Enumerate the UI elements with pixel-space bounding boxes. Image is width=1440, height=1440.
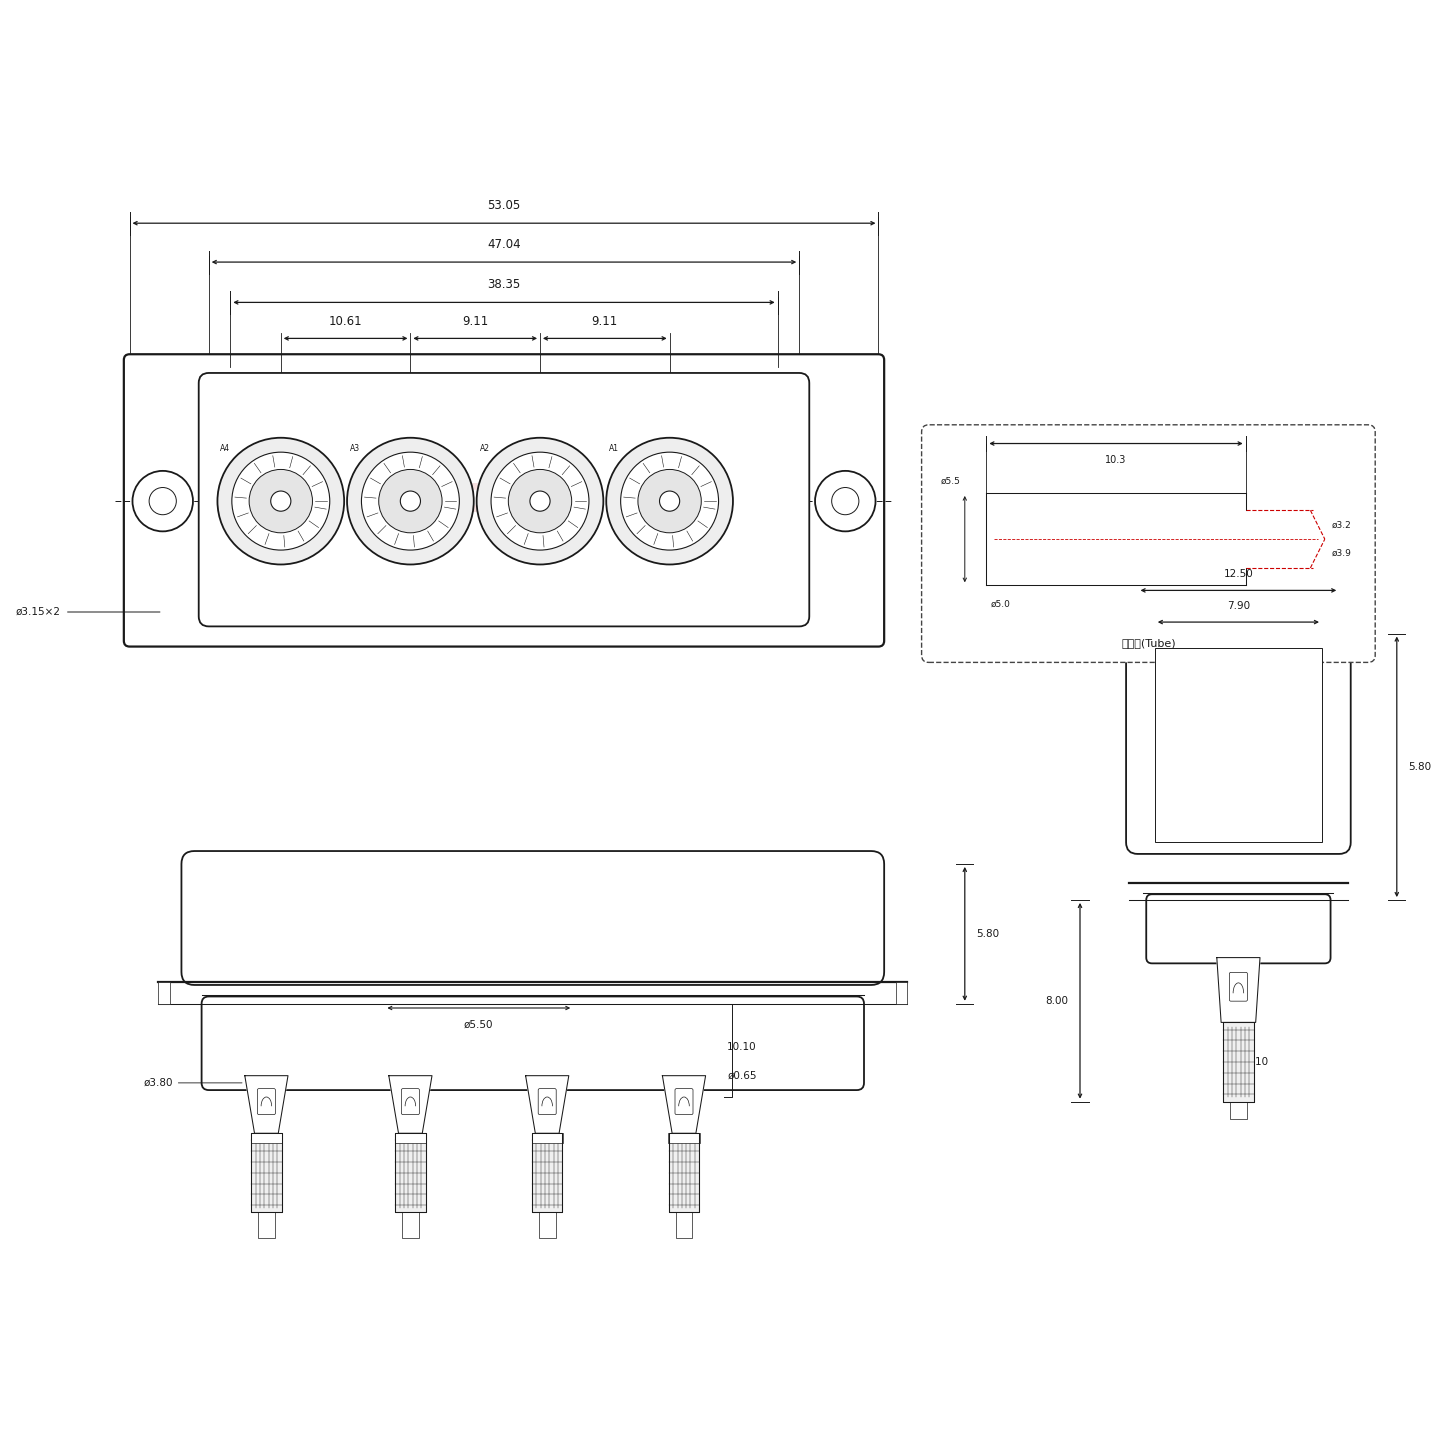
Circle shape — [271, 491, 291, 511]
Polygon shape — [526, 1076, 569, 1133]
Circle shape — [508, 469, 572, 533]
Text: A1: A1 — [609, 444, 619, 452]
Bar — [252, 1133, 282, 1212]
FancyBboxPatch shape — [539, 1089, 556, 1115]
Bar — [395, 1133, 426, 1212]
Text: 5.80: 5.80 — [976, 929, 999, 939]
Text: ø5.0: ø5.0 — [991, 599, 1011, 609]
Bar — [1230, 1102, 1247, 1119]
Bar — [252, 1133, 282, 1212]
Bar — [675, 1212, 693, 1238]
FancyBboxPatch shape — [402, 1089, 419, 1115]
Bar — [531, 1133, 562, 1212]
FancyBboxPatch shape — [675, 1089, 693, 1115]
Text: ø0.65: ø0.65 — [727, 1071, 756, 1080]
Circle shape — [400, 491, 420, 511]
Text: ø5.50: ø5.50 — [464, 1020, 494, 1030]
Circle shape — [660, 491, 680, 511]
Circle shape — [832, 488, 858, 514]
Bar — [251, 1133, 282, 1143]
Text: 38.35: 38.35 — [487, 278, 521, 291]
Circle shape — [361, 452, 459, 550]
FancyBboxPatch shape — [1230, 972, 1247, 1001]
Bar — [1224, 1022, 1253, 1102]
Text: A4: A4 — [220, 444, 230, 452]
FancyBboxPatch shape — [1126, 622, 1351, 854]
Bar — [531, 1133, 563, 1143]
Polygon shape — [389, 1076, 432, 1133]
Text: ø3.2: ø3.2 — [1332, 520, 1352, 530]
Text: ø5.5: ø5.5 — [940, 477, 960, 485]
Text: 屏蔽管(Tube): 屏蔽管(Tube) — [1122, 638, 1175, 648]
FancyBboxPatch shape — [258, 1089, 275, 1115]
Text: A3: A3 — [350, 444, 360, 452]
Text: 53.05: 53.05 — [487, 199, 521, 212]
Bar — [395, 1133, 426, 1143]
Circle shape — [606, 438, 733, 564]
Bar — [668, 1133, 698, 1212]
Circle shape — [621, 452, 719, 550]
Circle shape — [379, 469, 442, 533]
Polygon shape — [662, 1076, 706, 1133]
Bar — [1155, 648, 1322, 842]
Circle shape — [530, 491, 550, 511]
Circle shape — [477, 438, 603, 564]
Bar — [531, 1133, 562, 1212]
FancyBboxPatch shape — [124, 354, 884, 647]
Text: 9.11: 9.11 — [462, 315, 488, 328]
Bar — [668, 1133, 700, 1143]
Text: 4.10: 4.10 — [1246, 1057, 1269, 1067]
Text: 7.90: 7.90 — [1227, 600, 1250, 611]
FancyBboxPatch shape — [181, 851, 884, 985]
Text: 47.04: 47.04 — [487, 238, 521, 251]
Text: 10.3: 10.3 — [1106, 455, 1126, 465]
Bar — [158, 982, 170, 1004]
Text: 10.61: 10.61 — [328, 315, 363, 328]
Circle shape — [132, 471, 193, 531]
Text: ø3.80: ø3.80 — [144, 1079, 242, 1087]
Polygon shape — [245, 1076, 288, 1133]
Text: 12.50: 12.50 — [1224, 569, 1253, 579]
Bar — [1224, 1022, 1253, 1102]
Text: ø2.55: ø2.55 — [396, 1164, 425, 1174]
Bar — [896, 982, 907, 1004]
FancyBboxPatch shape — [922, 425, 1375, 662]
Bar — [395, 1133, 426, 1212]
Bar — [539, 1212, 556, 1238]
Circle shape — [815, 471, 876, 531]
Circle shape — [347, 438, 474, 564]
Bar — [668, 1133, 698, 1212]
Text: ø1.80: ø1.80 — [533, 1164, 562, 1174]
Circle shape — [491, 452, 589, 550]
FancyBboxPatch shape — [202, 996, 864, 1090]
Text: 8.00: 8.00 — [1045, 996, 1068, 1005]
FancyBboxPatch shape — [199, 373, 809, 626]
Circle shape — [150, 488, 176, 514]
Circle shape — [638, 469, 701, 533]
Text: Lictron: Lictron — [372, 471, 579, 523]
Text: ø3.9: ø3.9 — [1332, 549, 1352, 559]
Circle shape — [232, 452, 330, 550]
FancyBboxPatch shape — [1146, 894, 1331, 963]
Circle shape — [249, 469, 312, 533]
Bar — [402, 1212, 419, 1238]
Text: 10.10: 10.10 — [727, 1043, 757, 1051]
Bar — [258, 1212, 275, 1238]
Text: A2: A2 — [480, 444, 490, 452]
Text: 5.80: 5.80 — [1408, 762, 1431, 772]
Circle shape — [217, 438, 344, 564]
Polygon shape — [1217, 958, 1260, 1022]
Text: ø3.15×2: ø3.15×2 — [16, 608, 60, 616]
Text: 9.11: 9.11 — [592, 315, 618, 328]
